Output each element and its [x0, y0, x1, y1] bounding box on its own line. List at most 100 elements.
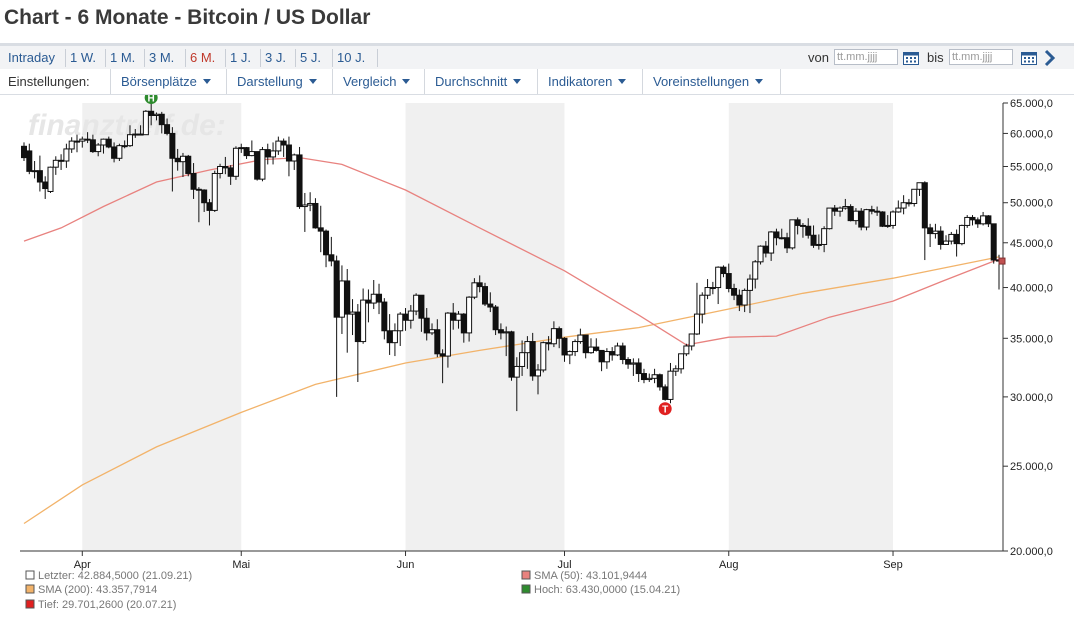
candle-body [291, 154, 298, 162]
candle-body [52, 159, 59, 168]
candle-body [757, 245, 764, 263]
candle-body [582, 334, 589, 354]
candle-body [439, 353, 446, 357]
candle-body [524, 341, 531, 354]
menu-durchschnitt[interactable]: Durchschnitt [435, 74, 522, 89]
calendar-icon[interactable] [1021, 51, 1037, 65]
candle [773, 228, 780, 246]
menu-label: Vergleich [343, 74, 397, 89]
candle [927, 223, 934, 248]
candle-body [598, 349, 605, 363]
candle-body [137, 133, 144, 136]
range-tab-1[interactable]: 1 W. [70, 50, 97, 65]
tab-divider [225, 49, 226, 67]
candle [434, 319, 441, 358]
menu-darstellung[interactable]: Darstellung [237, 74, 317, 89]
candle-body [762, 245, 769, 254]
range-tab-3[interactable]: 3 M. [149, 50, 175, 65]
candle-body [964, 216, 971, 226]
month-band [728, 103, 894, 551]
candle [116, 143, 123, 162]
candle [31, 161, 38, 179]
candle [482, 282, 489, 307]
candle-body [958, 224, 965, 245]
page-title: Chart - 6 Monate - Bitcoin / US Dollar [4, 6, 371, 29]
candle-body [603, 351, 610, 363]
candle-body [768, 231, 775, 254]
candle-body [980, 215, 987, 225]
chevron-right-icon[interactable] [1043, 49, 1057, 67]
candle-body [635, 362, 642, 375]
candle-body [201, 189, 208, 204]
candle-body [900, 202, 907, 209]
candle [953, 229, 960, 257]
range-tab-0[interactable]: Intraday [8, 50, 55, 65]
candle-body [821, 228, 828, 245]
candle-body [715, 266, 722, 289]
range-tab-5[interactable]: 1 J. [230, 50, 251, 65]
candle-body [370, 293, 377, 304]
tab-divider [144, 49, 145, 67]
candle-body [852, 210, 859, 222]
candle-body [974, 219, 981, 225]
candle [810, 225, 817, 248]
range-tab-8[interactable]: 10 J. [337, 50, 366, 65]
candle-body [842, 206, 849, 209]
candle [285, 136, 292, 177]
candle [397, 312, 404, 346]
calendar-icon[interactable] [903, 51, 919, 65]
candle-body [826, 207, 833, 230]
candle-body [990, 223, 997, 261]
y-tick-label: 50.000,0 [1010, 198, 1053, 210]
from-date-input[interactable]: tt.mm.jjjj [834, 49, 898, 65]
y-tick-label: 30.000,0 [1010, 392, 1053, 404]
candle [556, 326, 563, 349]
candle-body [227, 167, 234, 177]
candle-body [174, 157, 181, 163]
menu-indikatoren[interactable]: Indikatoren [548, 74, 627, 89]
candle-body [179, 155, 186, 163]
candle [280, 138, 287, 157]
range-tab-6[interactable]: 3 J. [265, 50, 286, 65]
candle [566, 350, 573, 365]
candle [26, 143, 33, 175]
candle [704, 279, 711, 300]
candle [656, 373, 663, 391]
candle-body [270, 150, 277, 158]
candle [264, 143, 271, 165]
menu-vergleich[interactable]: Vergleich [343, 74, 411, 89]
menu-b-rsenpl-tze[interactable]: Börsenplätze [121, 74, 211, 89]
candle-body [884, 224, 891, 227]
candle-body [662, 386, 669, 400]
candle-body [911, 188, 918, 204]
candle-body [21, 145, 27, 159]
candle-body [709, 287, 716, 290]
candle [741, 288, 748, 313]
y-tick-label: 65.000,0 [1010, 98, 1053, 110]
candle [105, 136, 112, 149]
caret-down-icon [755, 79, 764, 84]
candle [678, 353, 685, 374]
to-date-input[interactable]: tt.mm.jjjj [949, 49, 1013, 65]
candle [614, 342, 621, 357]
to-label: bis [927, 50, 944, 65]
candle-body [587, 346, 594, 354]
candle [821, 226, 828, 253]
candle [270, 142, 277, 165]
candle-body [683, 345, 690, 355]
menu-voreinstellungen[interactable]: Voreinstellungen [653, 74, 764, 89]
candle [497, 323, 504, 340]
candle [540, 341, 547, 373]
candle [42, 176, 49, 199]
range-tab-2[interactable]: 1 M. [110, 50, 136, 65]
candle-body [746, 278, 753, 291]
candle-body [232, 147, 239, 177]
settings-label: Einstellungen: [8, 74, 90, 89]
candle [58, 154, 65, 170]
range-tab-4[interactable]: 6 M. [190, 50, 216, 65]
marker-label: H [148, 95, 155, 105]
candle-body [413, 294, 420, 312]
candle [142, 110, 149, 136]
candle-body [784, 237, 791, 249]
range-tab-7[interactable]: 5 J. [300, 50, 321, 65]
